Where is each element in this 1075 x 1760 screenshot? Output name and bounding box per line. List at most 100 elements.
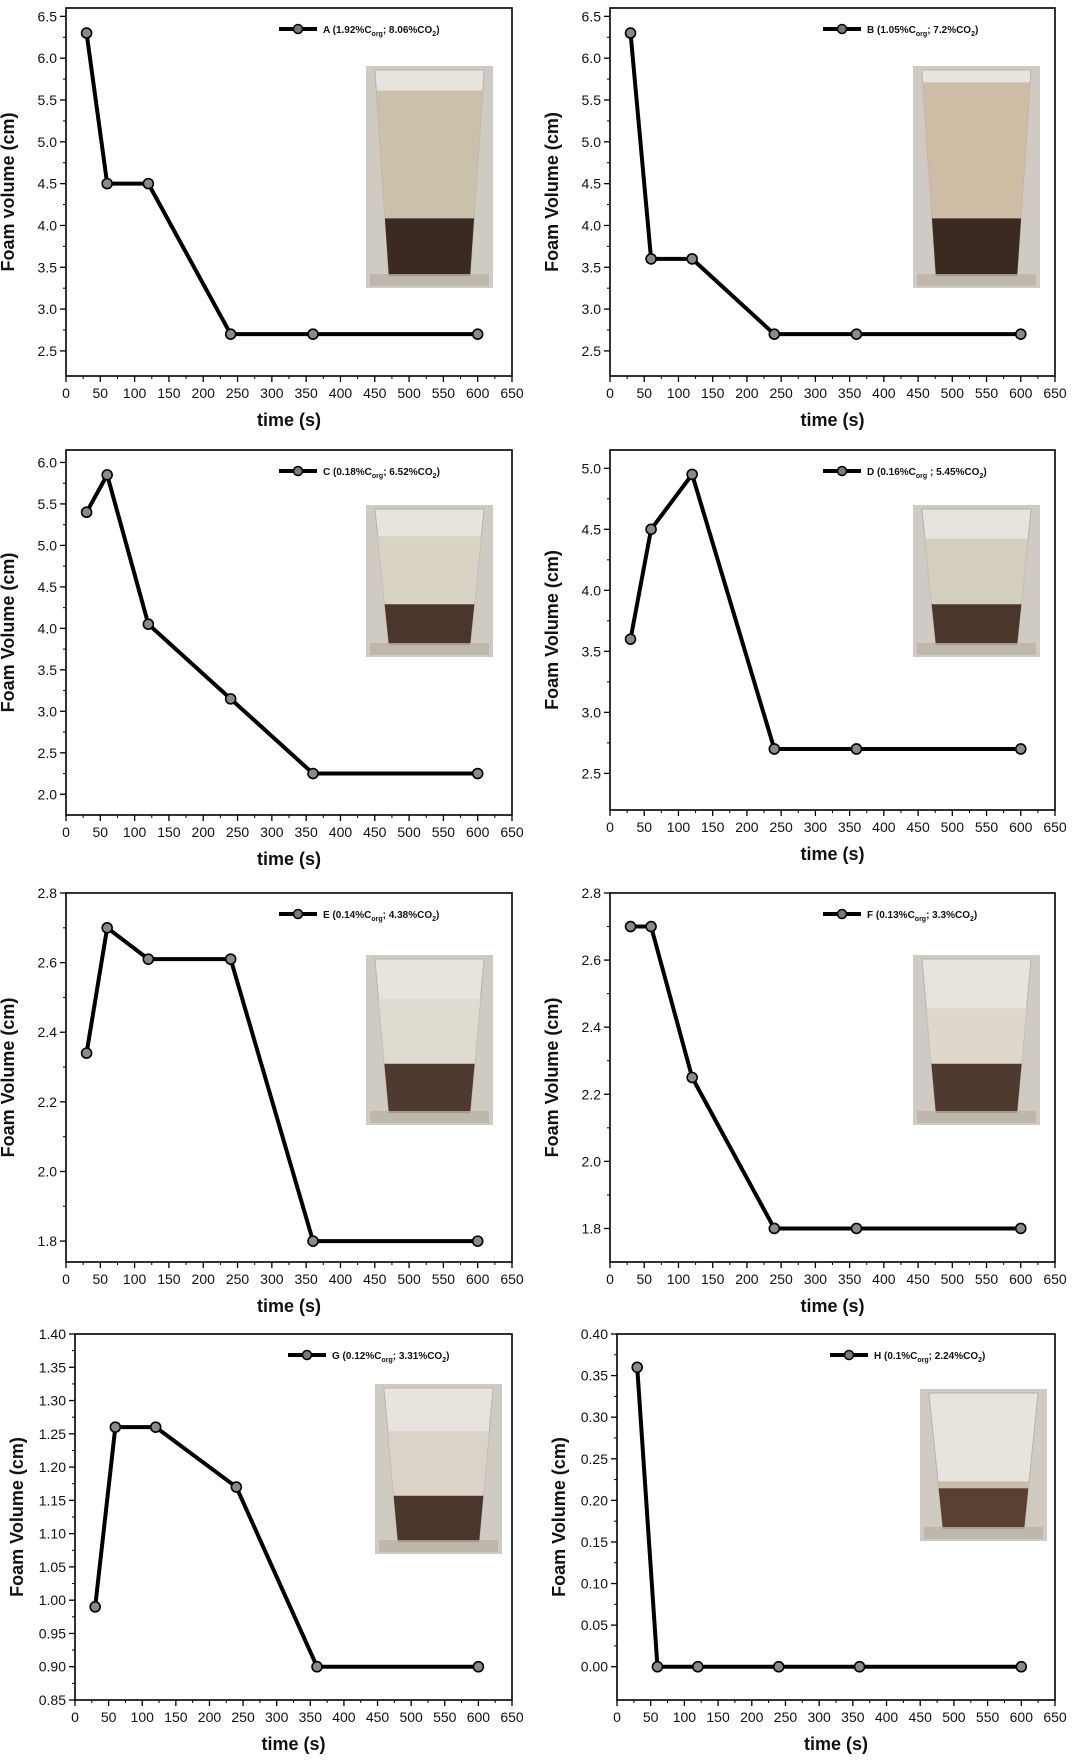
y-tick-label: 4.0 bbox=[38, 217, 58, 233]
beaker-photo bbox=[913, 955, 1040, 1125]
chart-panel-g: 0 50 100 150 200 250 300 350 400 450 500 550 600 650 0… bbox=[7, 1326, 524, 1754]
x-tick-label: 50 bbox=[636, 385, 652, 401]
data-point bbox=[472, 1660, 485, 1673]
x-tick-label: 650 bbox=[500, 1709, 524, 1725]
x-tick-label: 350 bbox=[299, 1709, 323, 1725]
x-tick-label: 450 bbox=[366, 1709, 390, 1725]
x-tick-label: 550 bbox=[976, 1709, 1000, 1725]
y-tick-label: 1.20 bbox=[39, 1459, 66, 1475]
y-tick-label: 2.0 bbox=[38, 786, 58, 802]
x-tick-label: 200 bbox=[735, 385, 759, 401]
legend-label: D (0.16%Corg ; 5.45%CO2) bbox=[867, 467, 987, 480]
x-tick-label: 350 bbox=[294, 824, 318, 840]
data-point bbox=[307, 1235, 319, 1247]
data-point bbox=[149, 1421, 162, 1433]
x-tick-label: 100 bbox=[667, 819, 691, 835]
data-point bbox=[686, 468, 698, 481]
x-tick-label: 650 bbox=[1043, 819, 1067, 835]
x-axis-title: time (s) bbox=[261, 1734, 325, 1754]
x-tick-label: 200 bbox=[735, 1271, 759, 1287]
x-tick-label: 600 bbox=[1009, 1271, 1033, 1287]
x-tick-label: 500 bbox=[942, 1709, 966, 1725]
x-tick-label: 0 bbox=[606, 1271, 614, 1287]
data-point bbox=[651, 1660, 664, 1673]
beaker-photo bbox=[913, 505, 1040, 657]
x-tick-label: 450 bbox=[906, 1271, 930, 1287]
x-tick-label: 500 bbox=[941, 1271, 965, 1287]
data-point bbox=[692, 1660, 704, 1673]
y-tick-label: 2.0 bbox=[582, 1153, 602, 1169]
x-tick-label: 200 bbox=[192, 385, 216, 401]
x-tick-label: 400 bbox=[872, 385, 896, 401]
legend: H (0.1%Corg; 2.24%CO2) bbox=[830, 1349, 985, 1364]
legend-marker bbox=[836, 908, 848, 920]
x-tick-label: 600 bbox=[1009, 385, 1033, 401]
data-point bbox=[1014, 1222, 1027, 1235]
x-tick-label: 600 bbox=[467, 1709, 491, 1725]
y-tick-label: 0.85 bbox=[39, 1692, 66, 1708]
y-tick-label: 4.0 bbox=[38, 620, 58, 636]
beaker-base bbox=[370, 1111, 489, 1123]
chart-panel-f: 0 50 100 150 200 250 300 350 400 450 500 550 600 650 1… bbox=[542, 885, 1067, 1316]
liquid-layer bbox=[938, 1488, 1029, 1529]
beaker-base bbox=[924, 1527, 1043, 1539]
x-tick-label: 550 bbox=[432, 824, 456, 840]
foam-layer bbox=[376, 90, 483, 219]
legend-marker bbox=[292, 908, 304, 920]
x-tick-label: 300 bbox=[804, 385, 828, 401]
x-tick-label: 200 bbox=[192, 824, 216, 840]
x-tick-label: 450 bbox=[909, 1709, 933, 1725]
liquid-layer bbox=[931, 1063, 1022, 1113]
chart-panel-e: 0 50 100 150 200 250 300 350 400 450 500 550 600 650 1… bbox=[0, 885, 524, 1316]
x-tick-label: 350 bbox=[838, 1271, 862, 1287]
x-tick-label: 550 bbox=[432, 1271, 456, 1287]
beaker-base bbox=[370, 643, 489, 655]
legend: B (1.05%Corg; 7.2%CO2) bbox=[823, 23, 978, 38]
x-tick-label: 50 bbox=[93, 385, 109, 401]
liquid-layer bbox=[384, 218, 475, 276]
y-tick-label: 6.0 bbox=[38, 50, 58, 66]
y-tick-label: 1.8 bbox=[582, 1220, 602, 1236]
x-tick-label: 650 bbox=[1043, 1709, 1067, 1725]
x-tick-label: 400 bbox=[329, 385, 353, 401]
y-tick-label: 4.5 bbox=[582, 521, 602, 537]
data-point bbox=[645, 920, 657, 933]
x-tick-label: 100 bbox=[123, 1271, 147, 1287]
y-tick-label: 3.0 bbox=[582, 704, 602, 720]
legend-label: B (1.05%Corg; 7.2%CO2) bbox=[867, 25, 978, 38]
y-axis-title: Foam volume (cm) bbox=[0, 112, 18, 271]
x-tick-label: 300 bbox=[804, 819, 828, 835]
y-tick-label: 1.40 bbox=[39, 1326, 66, 1342]
x-tick-label: 350 bbox=[294, 385, 318, 401]
data-point bbox=[80, 506, 93, 519]
data-point bbox=[142, 177, 155, 190]
y-axis-title: Foam Volume (cm) bbox=[0, 553, 18, 713]
x-tick-label: 0 bbox=[62, 824, 70, 840]
y-axis-title: Foam Volume (cm) bbox=[7, 1437, 27, 1597]
x-tick-label: 350 bbox=[838, 385, 862, 401]
x-tick-label: 600 bbox=[466, 1271, 490, 1287]
x-tick-label: 250 bbox=[774, 1709, 798, 1725]
y-tick-label: 2.4 bbox=[38, 1024, 58, 1040]
x-tick-label: 450 bbox=[363, 824, 387, 840]
x-tick-label: 400 bbox=[872, 1271, 896, 1287]
x-tick-label: 300 bbox=[260, 1271, 284, 1287]
foam-layer bbox=[924, 538, 1029, 605]
x-tick-label: 500 bbox=[941, 819, 965, 835]
y-tick-label: 0.95 bbox=[39, 1625, 66, 1641]
x-tick-label: 500 bbox=[399, 1709, 423, 1725]
y-tick-label: 0.15 bbox=[581, 1534, 608, 1550]
x-tick-label: 100 bbox=[123, 824, 147, 840]
x-tick-label: 350 bbox=[838, 819, 862, 835]
y-axis-title: Foam Volume (cm) bbox=[542, 998, 562, 1158]
x-tick-label: 500 bbox=[941, 385, 965, 401]
x-tick-label: 550 bbox=[975, 819, 999, 835]
y-tick-label: 0.20 bbox=[581, 1492, 608, 1508]
y-tick-label: 5.5 bbox=[38, 92, 58, 108]
data-point bbox=[471, 1235, 484, 1247]
y-tick-label: 0.05 bbox=[581, 1617, 608, 1633]
x-tick-label: 50 bbox=[643, 1709, 659, 1725]
data-point bbox=[80, 27, 93, 39]
y-tick-label: 2.2 bbox=[582, 1086, 602, 1102]
data-point bbox=[142, 618, 155, 631]
